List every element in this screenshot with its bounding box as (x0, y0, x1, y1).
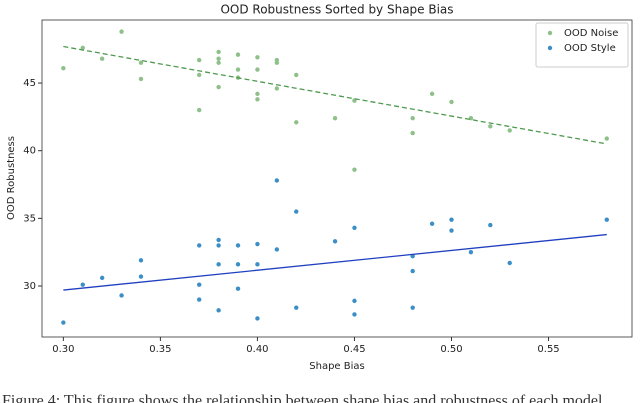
point (216, 56, 221, 61)
point (255, 91, 260, 97)
point (410, 116, 415, 121)
point (138, 258, 144, 263)
x-tick-label: 0.45 (343, 344, 365, 355)
point (197, 282, 202, 287)
point (274, 247, 280, 252)
x-tick-label: 0.50 (440, 344, 462, 355)
point (197, 107, 202, 113)
point (294, 120, 299, 125)
point (235, 262, 241, 267)
point (332, 239, 338, 244)
legend-label: OOD Noise (564, 28, 618, 39)
point (449, 99, 454, 105)
x-tick-label: 0.30 (52, 344, 74, 355)
point (80, 282, 85, 287)
y-tick-label: 35 (23, 213, 36, 224)
trend-line (63, 233, 607, 291)
point (410, 130, 415, 136)
point (274, 178, 280, 183)
point (488, 124, 493, 129)
caption: Figure 4: This figure shows the relation… (2, 393, 603, 403)
point (449, 228, 454, 233)
x-tick-label: 0.40 (246, 344, 268, 355)
point (429, 221, 435, 226)
point (216, 237, 221, 243)
point (255, 97, 260, 102)
point (138, 76, 144, 82)
legend-box (535, 22, 629, 68)
point (468, 249, 474, 255)
point (294, 72, 299, 78)
point (255, 55, 260, 60)
point (274, 60, 280, 65)
point (294, 209, 299, 214)
point (255, 67, 260, 72)
point (604, 217, 609, 222)
point (352, 312, 357, 317)
y-tick-label: 45 (23, 78, 36, 89)
point (216, 308, 221, 313)
point (235, 52, 241, 57)
point (507, 260, 512, 266)
point (197, 57, 202, 63)
point (294, 305, 299, 310)
point (61, 320, 66, 325)
point (216, 262, 221, 267)
point (99, 56, 105, 61)
point (488, 222, 493, 228)
legend-label: OOD Style (564, 43, 616, 54)
point (410, 268, 415, 274)
point (197, 297, 202, 302)
point (429, 91, 435, 97)
trend-line (63, 45, 607, 145)
point (352, 298, 357, 304)
point (352, 167, 357, 172)
legend-marker (547, 45, 553, 51)
point (352, 225, 357, 231)
point (255, 262, 260, 267)
point (604, 136, 609, 141)
point (255, 316, 260, 321)
point (80, 45, 85, 51)
point (197, 72, 202, 78)
point (235, 243, 241, 248)
point (216, 243, 221, 248)
point (332, 116, 338, 121)
point (410, 305, 415, 310)
point (138, 60, 144, 65)
point (99, 275, 105, 281)
y-tick-label: 40 (23, 146, 36, 157)
x-tick-label: 0.55 (537, 344, 559, 355)
point (119, 293, 124, 298)
y-axis-label: OOD Robustness (6, 136, 17, 220)
x-tick-label: 0.35 (149, 344, 171, 355)
point (61, 65, 66, 71)
point (216, 49, 221, 55)
point (216, 60, 221, 65)
y-tick-label: 30 (23, 281, 36, 292)
point (235, 286, 241, 291)
point (138, 274, 144, 279)
point (507, 128, 512, 133)
point (255, 241, 260, 247)
legend-marker (547, 30, 553, 36)
point (235, 67, 241, 72)
x-axis-label: Shape Bias (309, 361, 364, 372)
plot-frame (41, 19, 633, 338)
point (197, 243, 202, 248)
point (449, 217, 454, 222)
point (216, 84, 221, 90)
point (274, 86, 280, 91)
chart-title: OOD Robustness Sorted by Shape Bias (220, 3, 453, 17)
point (119, 29, 124, 34)
